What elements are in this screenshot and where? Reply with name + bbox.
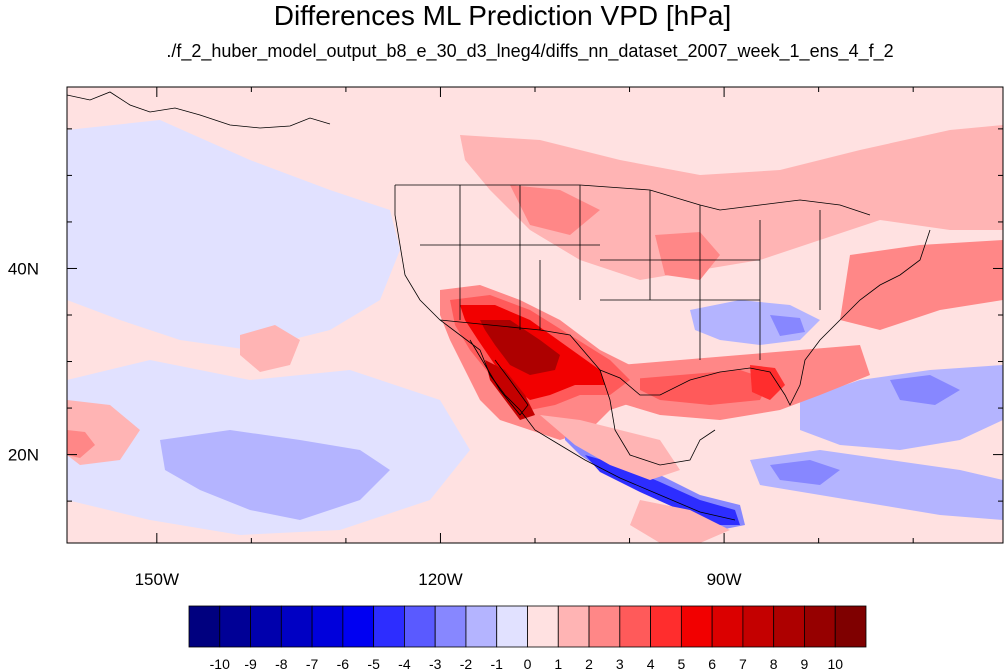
x-tick-label: 90W (707, 570, 742, 589)
florida-positive-core (750, 365, 785, 400)
gulf-coastline (599, 229, 931, 406)
baja-coastline (469, 339, 529, 416)
us-canada-border (395, 184, 871, 216)
colorbar-swatch (342, 605, 375, 648)
colorbar-label: -5 (367, 656, 380, 672)
colorbar-swatch (557, 605, 590, 648)
colorbar-label: -8 (275, 656, 288, 672)
hawaii-positive-core (67, 430, 95, 458)
central-america-positive (630, 500, 730, 543)
state-lines (420, 185, 821, 360)
colorbar-swatch (680, 605, 713, 648)
colorbar-label: 0 (524, 656, 532, 672)
pacific-negative-region (67, 120, 400, 350)
map-field (67, 87, 1003, 543)
baja-positive-core (485, 360, 535, 420)
atlantic-negative-core (890, 375, 960, 405)
colorbar-label: 3 (616, 656, 624, 672)
colorbar-label: -10 (210, 656, 230, 672)
map-subtitle: ./f_2_huber_model_output_b8_e_30_d3_lneg… (166, 41, 894, 61)
northeast-positive-band (840, 240, 1003, 330)
gulf-positive-core (620, 370, 770, 405)
coastlines-and-borders (67, 91, 931, 521)
colorbar-label: -9 (244, 656, 257, 672)
colorbar-swatch (588, 605, 621, 648)
northern-positive-band (460, 125, 1003, 280)
pacific-positive-patch (240, 325, 300, 372)
colorbar-swatch (619, 605, 651, 648)
colorbar: -10 -9 -8 -7 -6 -5 -4 -3 -2 -1 0 1 2 3 4 5 6 7 8 9 10 (188, 605, 867, 672)
colorbar-label: 10 (827, 656, 843, 672)
y-tick-label: 40N (8, 259, 39, 278)
colorbar-label: -2 (460, 656, 473, 672)
colorbar-label: -6 (337, 656, 350, 672)
colorbar-swatch (804, 605, 836, 648)
colorbar-label: 7 (739, 656, 747, 672)
pacific-negative-patch-small (255, 462, 330, 515)
colorbar-swatch (373, 605, 405, 648)
colorbar-swatch (219, 605, 251, 648)
colorbar-swatch (188, 605, 221, 648)
y-tick-label: 20N (8, 446, 39, 465)
southeast-negative-core (770, 315, 805, 336)
alaska-coastline (67, 91, 331, 129)
colorbar-label: 4 (647, 656, 655, 672)
colorbar-swatch (404, 605, 436, 648)
caribbean-negative-core (770, 460, 840, 485)
x-tick-label: 120W (418, 570, 462, 589)
colorbar-label: -4 (398, 656, 411, 672)
northern-positive-core (510, 185, 600, 235)
colorbar-swatch (742, 605, 775, 648)
colorbar-swatch (311, 605, 344, 648)
colorbar-label: -7 (306, 656, 319, 672)
colorbar-label: 1 (554, 656, 562, 672)
colorbar-swatch (527, 605, 559, 648)
axis-ticks: 150W 120W 90W 40N 20N (8, 87, 1003, 589)
southwest-positive-peak (480, 320, 560, 375)
colorbar-swatch (280, 605, 313, 648)
west-coastline (394, 185, 736, 521)
colorbar-swatch (711, 605, 744, 648)
map-title: Differences ML Prediction VPD [hPa] (273, 0, 732, 31)
colorbar-label: 2 (585, 656, 593, 672)
colorbar-label: 9 (801, 656, 809, 672)
colorbar-label: 5 (677, 656, 685, 672)
colorbar-swatch (250, 605, 282, 648)
mexico-gulf-coastline (599, 369, 716, 466)
colorbar-swatch (434, 605, 467, 648)
colorbar-swatch (834, 605, 867, 648)
colorbar-swatch (650, 605, 682, 648)
colorbar-label: -3 (429, 656, 442, 672)
midwest-positive-core (655, 232, 720, 280)
colorbar-label: -1 (491, 656, 504, 672)
colorbar-label: 8 (770, 656, 778, 672)
colorbar-label: 6 (708, 656, 716, 672)
mexico-positive-interior (540, 415, 680, 480)
colorbar-swatch (496, 605, 528, 648)
mexico-coast-negative-core (585, 455, 740, 525)
colorbar-swatch (465, 605, 498, 648)
colorbar-swatch (773, 605, 805, 648)
x-tick-label: 150W (135, 570, 179, 589)
